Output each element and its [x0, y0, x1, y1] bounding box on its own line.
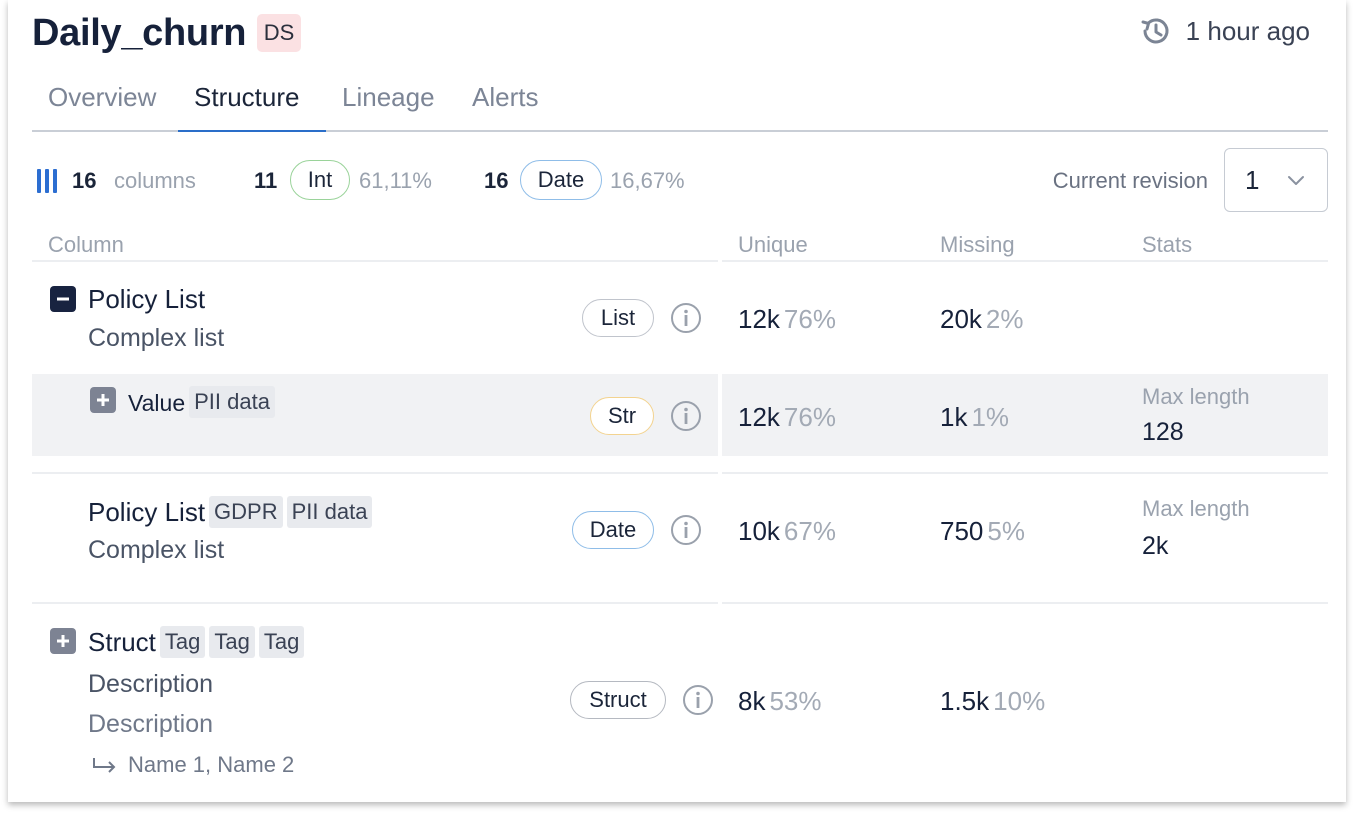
unique-value: 12k 76% — [738, 402, 836, 432]
unique-value: 8k 53% — [738, 686, 822, 716]
int-count: 11 — [254, 168, 278, 193]
header-unique: Unique — [738, 232, 808, 257]
stat-label: Max length — [1142, 496, 1250, 521]
references-text: Name 1, Name 2 — [128, 752, 295, 777]
header-missing: Missing — [940, 232, 1015, 257]
date-percent: 16,67% — [610, 168, 685, 193]
minus-square-icon — [57, 297, 69, 301]
column-description: Complex list — [88, 324, 225, 352]
tag: Tag — [258, 626, 305, 658]
last-updated: 1 hour ago — [1138, 14, 1310, 48]
info-icon[interactable] — [670, 400, 702, 432]
columns-icon — [37, 169, 59, 193]
unique-value: 10k 67% — [738, 516, 836, 546]
header-column: Column — [48, 232, 124, 257]
dataset-card: Daily_churn DS 1 hour ago Overview Struc… — [8, 0, 1346, 802]
tag-pii: PII data — [286, 496, 373, 528]
info-icon[interactable] — [670, 514, 702, 546]
columns-label: columns — [114, 168, 196, 193]
unique-percent: 76% — [783, 304, 836, 334]
chevron-down-icon — [1288, 176, 1304, 185]
stat-value: 128 — [1142, 418, 1184, 446]
unique-percent: 76% — [783, 402, 836, 432]
tab-lineage[interactable]: Lineage — [342, 82, 435, 112]
column-description-secondary: Description — [88, 710, 214, 738]
stat-label: Max length — [1142, 384, 1250, 409]
table-row[interactable]: Policy List Complex list List 12k 76% 20k… — [32, 262, 1328, 372]
divider — [32, 472, 718, 474]
missing-value: 1k 1% — [940, 402, 1010, 432]
info-icon[interactable] — [682, 684, 714, 716]
divider — [722, 260, 1328, 262]
unique-percent: 53% — [769, 686, 822, 716]
int-type-pill: Int — [290, 160, 350, 200]
column-name: Value PII data — [128, 386, 275, 418]
missing-value: 20k 2% — [940, 304, 1024, 334]
column-name: Policy List GDPR PII data — [88, 496, 373, 528]
missing-percent: 10% — [993, 686, 1046, 716]
column-name: Struct Tag Tag Tag — [88, 626, 305, 658]
type-pill: Date — [572, 511, 654, 549]
date-count: 16 — [484, 168, 509, 193]
divider — [32, 602, 718, 604]
tag: Tag — [209, 626, 255, 658]
type-pill: Str — [590, 397, 654, 435]
dataset-type-badge: DS — [257, 14, 301, 52]
unique-value: 12k 76% — [738, 304, 836, 334]
structure-summary: 16 columns 11 Int 61,11% 16 Date 16,67% … — [32, 148, 1328, 212]
stat-value: 2k — [1142, 532, 1169, 560]
info-icon[interactable] — [670, 302, 702, 334]
tab-alerts[interactable]: Alerts — [472, 82, 539, 112]
expand-button[interactable] — [90, 387, 116, 413]
page-title: Daily_churn — [32, 12, 247, 54]
tag-gdpr: GDPR — [209, 496, 283, 528]
tab-bar: Overview Structure Lineage Alerts — [32, 78, 1328, 132]
date-type-pill: Date — [520, 160, 602, 200]
missing-value: 750 5% — [940, 516, 1025, 546]
revision-select[interactable]: 1 — [1224, 148, 1328, 212]
tag: Tag — [159, 626, 206, 658]
table-row[interactable]: Value PII data Str 12k 76% 1k 1% Max length… — [32, 374, 1328, 456]
missing-percent: 1% — [971, 402, 1010, 432]
expand-button[interactable] — [50, 628, 76, 654]
table-row[interactable]: Policy List GDPR PII data Complex list Dat… — [32, 474, 1328, 602]
columns-count: 16 — [72, 168, 97, 193]
missing-percent: 2% — [985, 304, 1024, 334]
type-pill: Struct — [570, 681, 666, 719]
header-stats: Stats — [1142, 232, 1193, 257]
revision-value: 1 — [1245, 165, 1260, 195]
revision-label: Current revision — [1052, 168, 1208, 193]
arrow-return-icon — [93, 758, 116, 773]
column-name: Policy List — [88, 284, 206, 314]
plus-square-icon — [57, 635, 69, 647]
history-clock-icon — [1141, 18, 1169, 44]
divider — [722, 602, 1328, 604]
missing-percent: 5% — [987, 516, 1025, 546]
table-row[interactable]: Struct Tag Tag Tag Description Description … — [32, 604, 1328, 794]
tag-pii: PII data — [189, 386, 275, 418]
unique-percent: 67% — [783, 516, 836, 546]
int-percent: 61,11% — [359, 168, 432, 193]
table-header: Column Unique Missing Stats — [32, 228, 1328, 262]
collapse-button[interactable] — [50, 286, 76, 312]
plus-square-icon — [97, 394, 109, 406]
active-tab-indicator — [178, 130, 326, 132]
column-description: Complex list — [88, 536, 225, 564]
divider — [722, 472, 1328, 474]
type-pill: List — [582, 299, 654, 337]
divider — [32, 260, 718, 262]
tab-structure[interactable]: Structure — [194, 82, 300, 112]
tab-overview[interactable]: Overview — [48, 82, 157, 112]
last-updated-text: 1 hour ago — [1185, 15, 1310, 46]
column-references: Name 1, Name 2 — [92, 752, 294, 778]
column-description: Description — [88, 670, 214, 698]
missing-value: 1.5k 10% — [940, 686, 1046, 716]
